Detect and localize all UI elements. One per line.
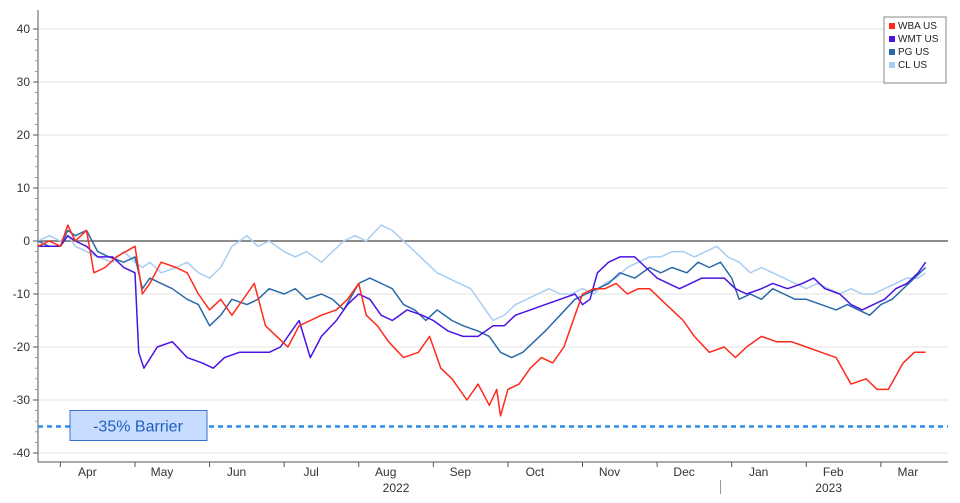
x-tick-label: Apr [78,465,97,479]
legend: WBA US WMT US PG US CL US [883,16,947,84]
x-tick-label: Feb [823,465,844,479]
x-tick-label: Nov [599,465,620,479]
barrier-label: -35% Barrier [93,419,183,436]
y-tick-label: -10 [13,287,31,301]
x-tick-label: Jun [227,465,246,479]
y-tick-label: 40 [17,22,31,36]
legend-swatch [889,62,895,68]
legend-entry: CL US [898,60,927,71]
series-line-pg-us [37,229,927,359]
legend-entry: WMT US [898,34,939,45]
x-tick-label: Oct [526,465,545,479]
legend-swatch [889,49,895,55]
x-tick-label: Dec [673,465,694,479]
y-tick-label: 20 [17,128,31,142]
x-tick-label: Aug [375,465,396,479]
y-tick-label: 10 [17,181,31,195]
x-tick-label: Sep [450,465,472,479]
legend-entry: PG US [898,47,929,58]
series-line-cl-us [37,224,927,322]
legend-swatch [889,36,895,42]
legend-entry: WBA US [898,21,937,32]
x-tick-label: Jul [303,465,318,479]
series-line-wmt-us [38,234,927,369]
tick-labels: 40 30 20 10 0 -10 -20 -30 -40 Apr May Jun Jul Aug Sep O… [13,22,919,495]
y-tick-label: -30 [13,393,31,407]
barrier: -35% Barrier [38,410,948,441]
series-lines [37,224,927,417]
year-label: 2023 [815,481,842,495]
y-tick-label: 30 [17,75,31,89]
y-tick-label: 0 [23,234,30,248]
y-tick-label: -40 [13,446,31,460]
y-tick-label: -20 [13,340,31,354]
legend-swatch [889,23,895,29]
axes [37,10,948,463]
barrier-label-box [69,410,208,441]
x-tick-label: Mar [898,465,919,479]
series-line-wba-us [37,224,926,417]
x-tick-label: Jan [749,465,768,479]
year-label: 2022 [383,481,410,495]
x-tick-label: May [151,465,174,479]
